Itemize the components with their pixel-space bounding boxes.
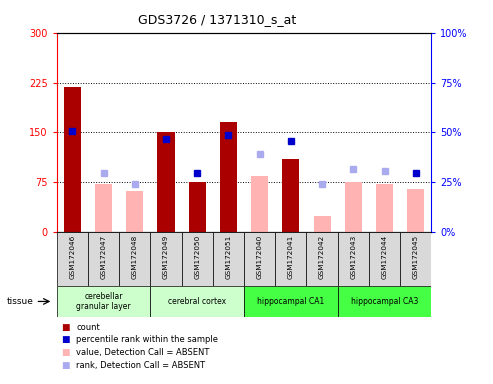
FancyBboxPatch shape <box>150 286 244 317</box>
Text: ■: ■ <box>62 348 70 357</box>
FancyBboxPatch shape <box>181 232 213 286</box>
FancyBboxPatch shape <box>338 232 369 286</box>
Bar <box>220 122 237 232</box>
Bar <box>251 176 268 232</box>
FancyBboxPatch shape <box>88 232 119 286</box>
Text: rank, Detection Call = ABSENT: rank, Detection Call = ABSENT <box>76 361 206 370</box>
Text: GSM172050: GSM172050 <box>194 234 200 279</box>
FancyBboxPatch shape <box>400 232 431 286</box>
FancyBboxPatch shape <box>213 232 244 286</box>
Text: hippocampal CA1: hippocampal CA1 <box>257 297 324 306</box>
Text: GSM172045: GSM172045 <box>413 234 419 279</box>
Text: GSM172048: GSM172048 <box>132 234 138 279</box>
Text: GSM172044: GSM172044 <box>382 234 387 279</box>
Text: value, Detection Call = ABSENT: value, Detection Call = ABSENT <box>76 348 210 357</box>
FancyBboxPatch shape <box>338 286 431 317</box>
FancyBboxPatch shape <box>307 232 338 286</box>
Text: percentile rank within the sample: percentile rank within the sample <box>76 335 218 344</box>
FancyBboxPatch shape <box>369 232 400 286</box>
FancyBboxPatch shape <box>57 232 88 286</box>
Text: GSM172041: GSM172041 <box>288 234 294 279</box>
Text: hippocampal CA3: hippocampal CA3 <box>351 297 418 306</box>
Text: ■: ■ <box>62 361 70 370</box>
Bar <box>64 87 81 232</box>
Text: cerebral cortex: cerebral cortex <box>168 297 226 306</box>
FancyBboxPatch shape <box>57 286 150 317</box>
Bar <box>376 184 393 232</box>
Text: count: count <box>76 323 100 332</box>
Text: GSM172040: GSM172040 <box>257 234 263 279</box>
FancyBboxPatch shape <box>244 286 338 317</box>
Text: GSM172046: GSM172046 <box>70 234 75 279</box>
FancyBboxPatch shape <box>150 232 181 286</box>
FancyBboxPatch shape <box>119 232 150 286</box>
Bar <box>282 159 299 232</box>
Bar <box>126 191 143 232</box>
Bar <box>95 184 112 232</box>
Text: GSM172051: GSM172051 <box>225 234 231 279</box>
Text: GSM172042: GSM172042 <box>319 234 325 279</box>
Text: ■: ■ <box>62 335 70 344</box>
Text: GSM172047: GSM172047 <box>101 234 106 279</box>
Bar <box>407 189 424 232</box>
Text: cerebellar
granular layer: cerebellar granular layer <box>76 292 131 311</box>
Text: GSM172043: GSM172043 <box>351 234 356 279</box>
Bar <box>345 182 362 232</box>
Bar <box>157 132 175 232</box>
FancyBboxPatch shape <box>275 232 307 286</box>
Bar <box>189 182 206 232</box>
Text: GSM172049: GSM172049 <box>163 234 169 279</box>
FancyBboxPatch shape <box>244 232 275 286</box>
Bar <box>314 216 331 232</box>
Text: GDS3726 / 1371310_s_at: GDS3726 / 1371310_s_at <box>138 13 296 26</box>
Text: tissue: tissue <box>6 297 34 306</box>
Text: ■: ■ <box>62 323 70 332</box>
